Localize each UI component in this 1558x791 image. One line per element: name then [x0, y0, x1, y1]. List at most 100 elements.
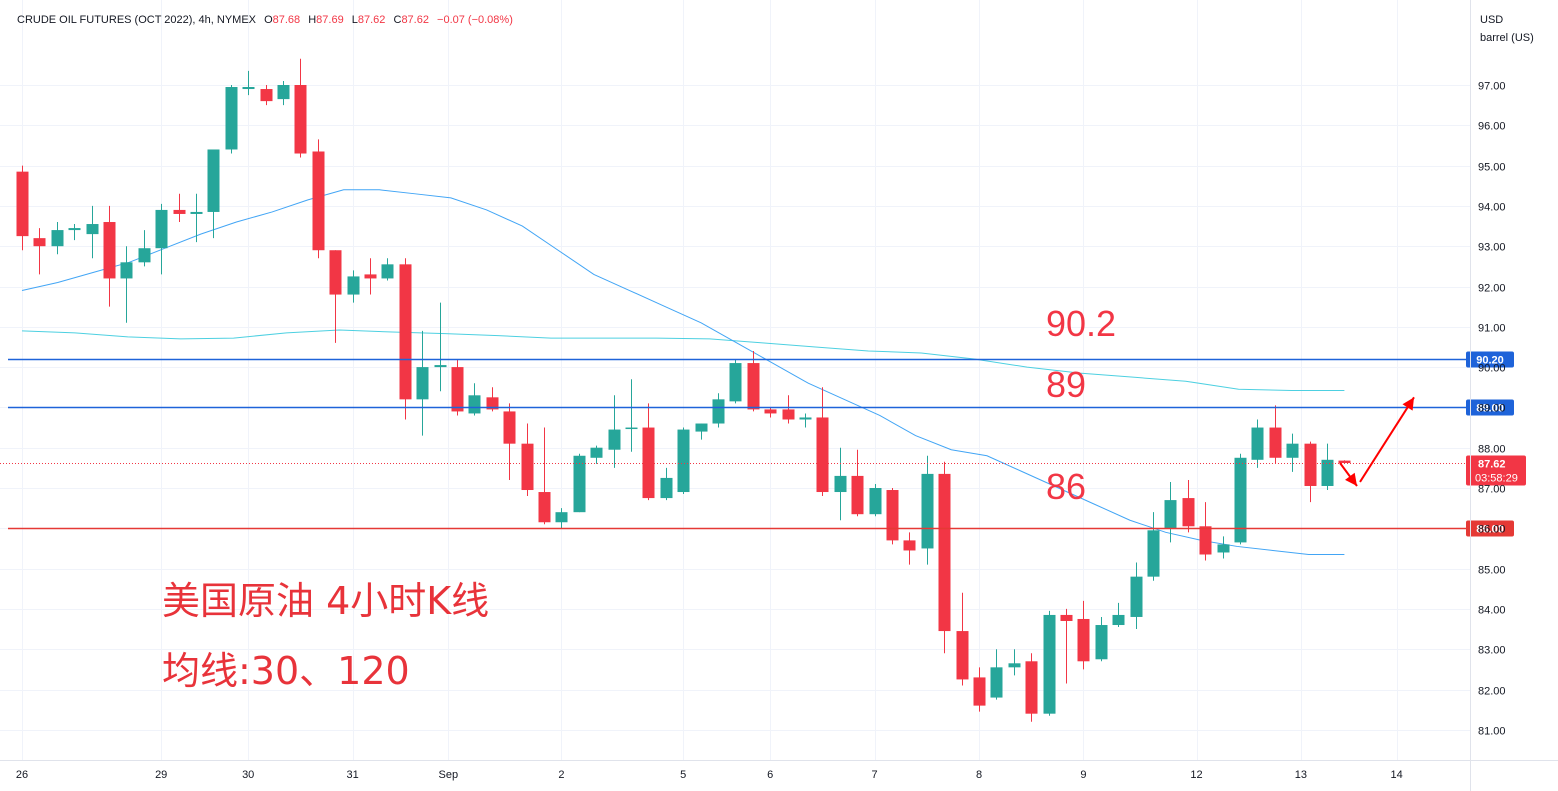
candle-up[interactable] [625, 379, 638, 452]
candle-down[interactable] [1060, 608, 1073, 684]
candle-body[interactable] [990, 667, 1003, 698]
candle-body[interactable] [1008, 663, 1021, 668]
candle-body[interactable] [608, 429, 621, 450]
candle-body[interactable] [207, 149, 220, 212]
candle-down[interactable] [903, 532, 916, 565]
candle-up[interactable] [86, 205, 99, 259]
candle-body[interactable] [277, 85, 290, 100]
candle-body[interactable] [1269, 427, 1282, 458]
candle-body[interactable] [86, 224, 99, 235]
candle-body[interactable] [381, 264, 394, 279]
candle-up[interactable] [1164, 481, 1177, 543]
candle-body[interactable] [1164, 500, 1177, 529]
candle-up[interactable] [1095, 616, 1108, 662]
candle-down[interactable] [747, 350, 760, 412]
candle-down[interactable] [16, 165, 29, 251]
candle-body[interactable] [312, 151, 325, 251]
candle-body[interactable] [173, 209, 186, 214]
candle-body[interactable] [468, 395, 481, 414]
candle-body[interactable] [938, 473, 951, 632]
candle-body[interactable] [190, 211, 203, 214]
candle-up[interactable] [242, 70, 255, 96]
candle-body[interactable] [1217, 544, 1230, 553]
candle-up[interactable] [1130, 562, 1143, 630]
candle-up[interactable] [1147, 512, 1160, 581]
candle-body[interactable] [1025, 661, 1038, 714]
candle-body[interactable] [1234, 457, 1247, 543]
candle-up[interactable] [347, 270, 360, 303]
candle-body[interactable] [1130, 576, 1143, 617]
candle-up[interactable] [1217, 536, 1230, 559]
candle-body[interactable] [242, 87, 255, 90]
horizontal-lines-layer[interactable]: 90.20 89.00 86.00 87.62 03:58:29 [0, 351, 1526, 537]
candle-body[interactable] [903, 540, 916, 551]
candle-up[interactable] [120, 246, 133, 323]
candle-up[interactable] [834, 447, 847, 521]
candle-body[interactable] [538, 492, 551, 523]
candle-body[interactable] [16, 171, 29, 237]
candle-body[interactable] [1147, 530, 1160, 577]
candle-up[interactable] [1321, 443, 1334, 491]
candle-body[interactable] [1251, 427, 1264, 460]
candle-down[interactable] [294, 58, 307, 158]
candle-up[interactable] [712, 393, 725, 428]
candle-down[interactable] [399, 258, 412, 420]
candle-up[interactable] [729, 359, 742, 404]
candle-up[interactable] [799, 413, 812, 428]
time-axis[interactable]: 26 29 30 31 Sep 2 5 6 7 8 9 12 13 14 [16, 769, 1403, 781]
candle-body[interactable] [782, 409, 795, 420]
candle-up[interactable] [695, 423, 708, 440]
candle-body[interactable] [695, 423, 708, 432]
candle-down[interactable] [538, 427, 551, 525]
candle-down[interactable] [33, 228, 46, 275]
candle-down[interactable] [260, 85, 273, 106]
candle-up[interactable] [416, 330, 429, 436]
candle-body[interactable] [120, 262, 133, 279]
symbol-title[interactable]: CRUDE OIL FUTURES (OCT 2022), 4h, NYMEX [17, 14, 256, 26]
candle-body[interactable] [816, 417, 829, 493]
candle-body[interactable] [451, 367, 464, 412]
candle-body[interactable] [573, 455, 586, 513]
candle-body[interactable] [1077, 618, 1090, 662]
candle-body[interactable] [834, 475, 847, 493]
candle-body[interactable] [973, 677, 986, 706]
candle-body[interactable] [521, 443, 534, 491]
candle-body[interactable] [503, 411, 516, 444]
candle-up[interactable] [190, 193, 203, 243]
candle-down[interactable] [1269, 405, 1282, 464]
candle-down[interactable] [103, 205, 116, 307]
candle-down[interactable] [1025, 653, 1038, 722]
candle-down[interactable] [886, 488, 899, 545]
candle-body[interactable] [1304, 443, 1317, 486]
candle-body[interactable] [712, 399, 725, 424]
candles-layer[interactable] [16, 58, 1351, 722]
candle-down[interactable] [312, 139, 325, 259]
candle-down[interactable] [1304, 441, 1317, 503]
candle-body[interactable] [590, 447, 603, 458]
candle-body[interactable] [347, 276, 360, 295]
candle-body[interactable] [869, 488, 882, 515]
candle-body[interactable] [1043, 614, 1056, 714]
candle-down[interactable] [1077, 600, 1090, 670]
candle-down[interactable] [1182, 479, 1195, 533]
candle-body[interactable] [1060, 614, 1073, 621]
candle-down[interactable] [851, 449, 864, 517]
candle-up[interactable] [1112, 602, 1125, 628]
candle-up[interactable] [660, 467, 673, 501]
candle-body[interactable] [1095, 625, 1108, 660]
candle-body[interactable] [921, 473, 934, 549]
candle-body[interactable] [886, 490, 899, 541]
candle-body[interactable] [416, 367, 429, 400]
candle-body[interactable] [486, 397, 499, 410]
candle-body[interactable] [51, 230, 64, 247]
candle-body[interactable] [851, 475, 864, 515]
candle-up[interactable] [68, 224, 81, 241]
candle-down[interactable] [782, 395, 795, 424]
candle-down[interactable] [956, 592, 969, 686]
candle-body[interactable] [1199, 526, 1212, 555]
candle-body[interactable] [294, 85, 307, 154]
candle-up[interactable] [555, 508, 568, 529]
candle-up[interactable] [590, 445, 603, 464]
candle-up[interactable] [1286, 433, 1299, 472]
candle-body[interactable] [1338, 460, 1351, 464]
